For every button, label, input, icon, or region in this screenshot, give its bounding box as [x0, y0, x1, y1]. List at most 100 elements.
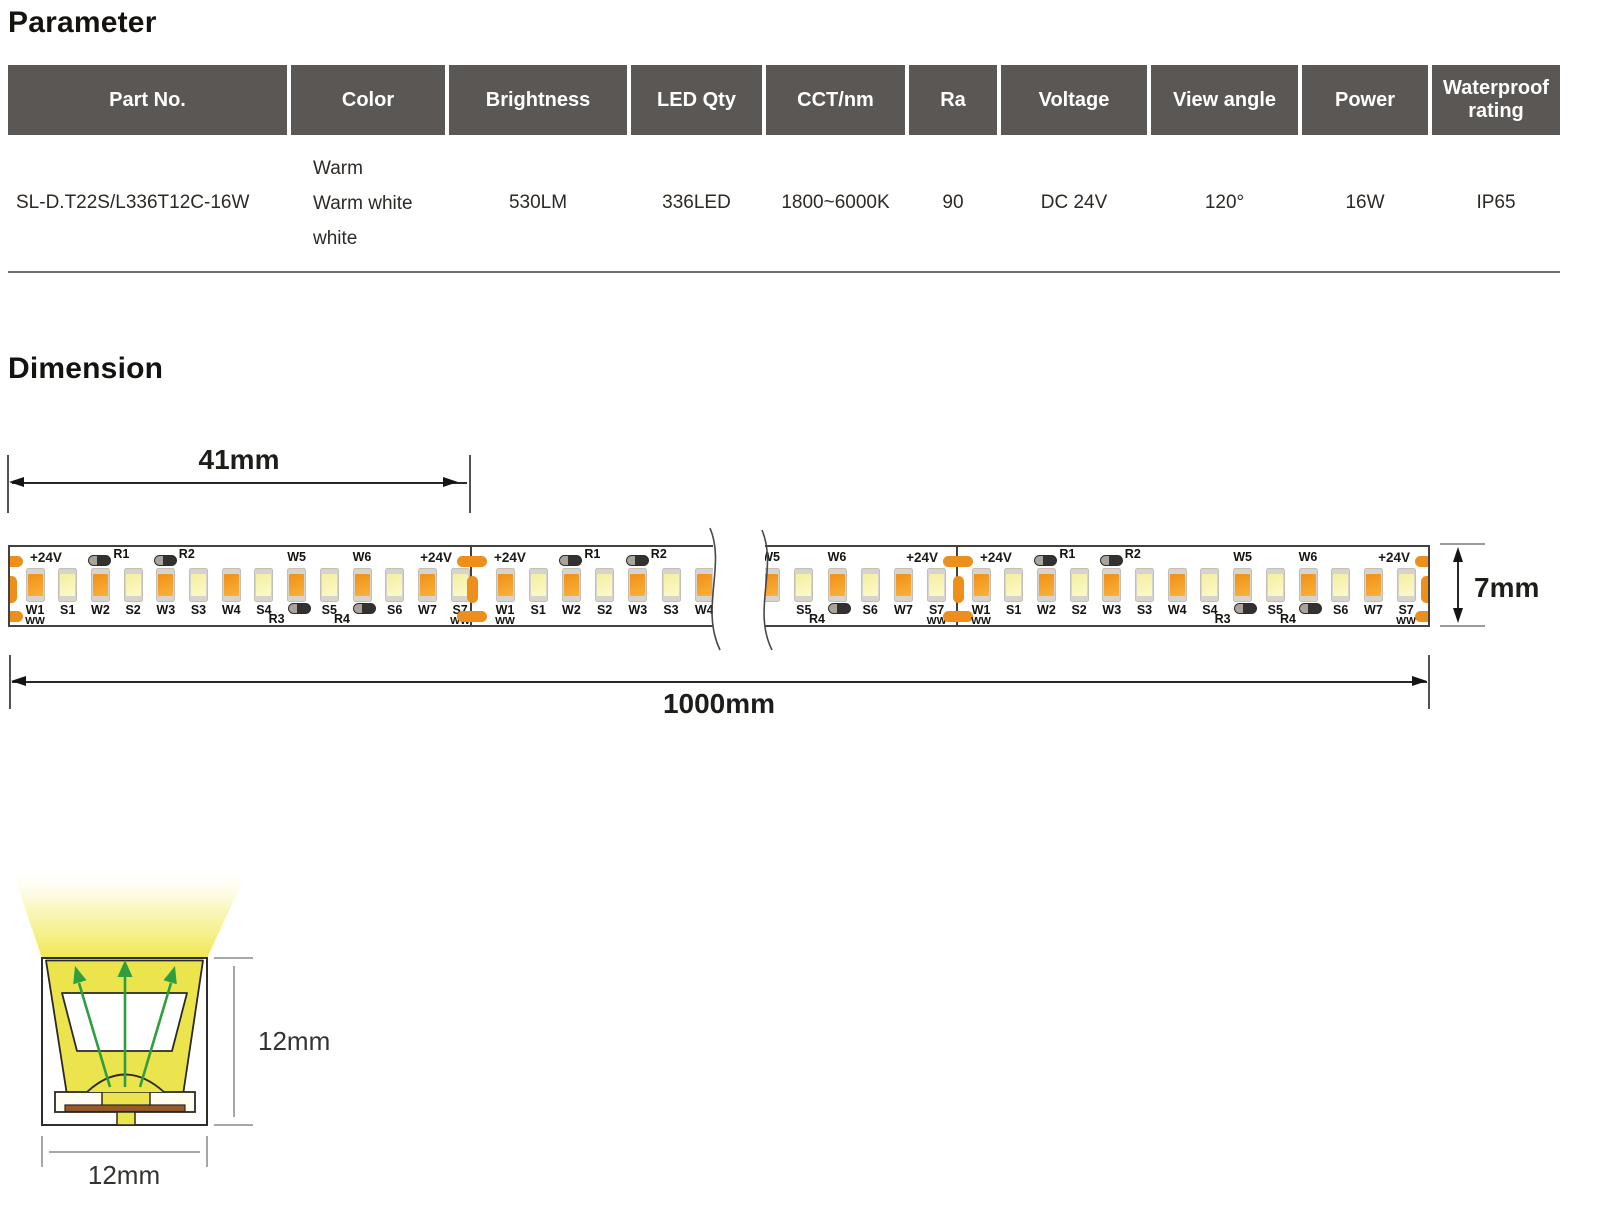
led-s2: [595, 568, 615, 602]
led-label: W1 WW: [485, 604, 525, 627]
solder-pad: [457, 556, 487, 567]
led-label: S4: [256, 603, 272, 617]
led-label: S2: [596, 603, 613, 617]
solder-pad: [10, 611, 23, 622]
led-w6: [352, 568, 372, 602]
led-s5: [319, 568, 339, 602]
resistor-chip: [1233, 603, 1257, 614]
resistor-label: R1: [584, 547, 601, 561]
led-w7: [1363, 568, 1383, 602]
profile-width-dimension-label: 12mm: [87, 1160, 161, 1190]
warm-led-chip: [223, 574, 239, 596]
resistor-chip: [353, 603, 376, 614]
resistor-chip: [1299, 603, 1322, 614]
resistor-label: R3: [1214, 612, 1231, 626]
ww-sublabel: WW: [25, 615, 45, 627]
led-s6: [1331, 568, 1351, 602]
strip-break-squiggles: [709, 527, 773, 651]
led-label: W7: [418, 603, 437, 617]
led-w7: [893, 568, 913, 602]
led-s3: [661, 568, 681, 602]
color-line: white: [313, 227, 358, 249]
solder-pad: [10, 576, 17, 603]
warm-led-chip: [497, 574, 513, 596]
warm-led-chip: [630, 574, 646, 596]
white-led-chip: [796, 574, 812, 596]
parameter-table: Part No. Color Brightness LED Qty CCT/nm…: [8, 65, 1560, 273]
led-s4: [1200, 568, 1220, 602]
led-s1: [1004, 568, 1024, 602]
led-w2: [90, 568, 110, 602]
white-led-chip: [1398, 574, 1414, 596]
white-led-chip: [387, 574, 403, 596]
ww-sublabel: WW: [495, 615, 515, 627]
white-led-chip: [60, 574, 76, 596]
resistor-label: R1: [1059, 547, 1076, 561]
cell-voltage: DC 24V: [1040, 192, 1108, 213]
dimension-tick: [469, 455, 471, 513]
led-w5: [1233, 568, 1253, 602]
led-label: S6: [862, 603, 878, 617]
dimension-line: [1457, 551, 1459, 619]
led-label: W6: [352, 550, 372, 564]
white-led-chip: [530, 574, 546, 596]
warm-led-chip: [1169, 574, 1185, 596]
led-label: W3: [156, 603, 176, 617]
resistor-label: R1: [113, 547, 130, 561]
led-s7: [927, 568, 947, 602]
cell-color: Warm Warm white white: [291, 135, 445, 271]
voltage-label: +24V: [420, 550, 452, 565]
led-label: S6: [387, 603, 403, 617]
solder-pad: [1415, 611, 1428, 622]
column-header-brightness: Brightness: [449, 65, 627, 135]
arrowhead-left-icon: [9, 477, 24, 487]
led-s5: [794, 568, 814, 602]
led-label: S5: [321, 603, 337, 617]
dimension-tick: [1440, 625, 1485, 627]
led-label: S3: [663, 603, 679, 617]
cell-waterproof: IP65: [1476, 192, 1516, 213]
resistor-label: R2: [1124, 547, 1141, 561]
warm-led-chip: [158, 574, 174, 596]
column-header-view-angle: View angle: [1151, 65, 1298, 135]
warm-led-chip: [973, 574, 989, 596]
white-led-chip: [663, 574, 679, 596]
white-led-chip: [452, 574, 468, 596]
warm-led-chip: [289, 574, 305, 596]
led-w4: [1167, 568, 1187, 602]
led-label: W4: [1167, 603, 1187, 617]
solder-pad: [943, 611, 973, 622]
led-label: W4: [694, 603, 714, 617]
strip-break-gap: [713, 538, 765, 634]
column-header-power: Power: [1302, 65, 1428, 135]
solder-pad: [10, 556, 23, 567]
profile-height-dimension-label: 12mm: [258, 1026, 331, 1056]
arrowhead-down-icon: [1452, 608, 1463, 623]
resistor-chip: [559, 555, 583, 566]
led-label: S1: [60, 603, 76, 617]
white-led-chip: [597, 574, 613, 596]
resistor-label: R4: [809, 612, 825, 626]
cell-led-qty: 336LED: [662, 192, 731, 213]
resistor-label: R3: [268, 612, 285, 626]
resistor-label: R4: [1280, 612, 1296, 626]
led-w4: [221, 568, 241, 602]
led-label: W3: [628, 603, 648, 617]
led-s4: [254, 568, 274, 602]
warm-led-chip: [1300, 574, 1316, 596]
dimension-tick: [9, 655, 11, 709]
warm-led-chip: [895, 574, 911, 596]
white-led-chip: [125, 574, 141, 596]
led-label: S6: [1333, 603, 1349, 617]
white-led-chip: [191, 574, 206, 596]
led-w3: [1102, 568, 1122, 602]
cut-length-dimension-label: 41mm: [198, 444, 280, 475]
column-header-part-no: Part No.: [8, 65, 287, 135]
led-w1: [971, 568, 991, 602]
white-led-chip: [1137, 574, 1152, 596]
parameter-title: Parameter: [8, 6, 157, 39]
arrowhead-right-icon: [443, 477, 458, 487]
white-led-chip: [1267, 574, 1283, 596]
